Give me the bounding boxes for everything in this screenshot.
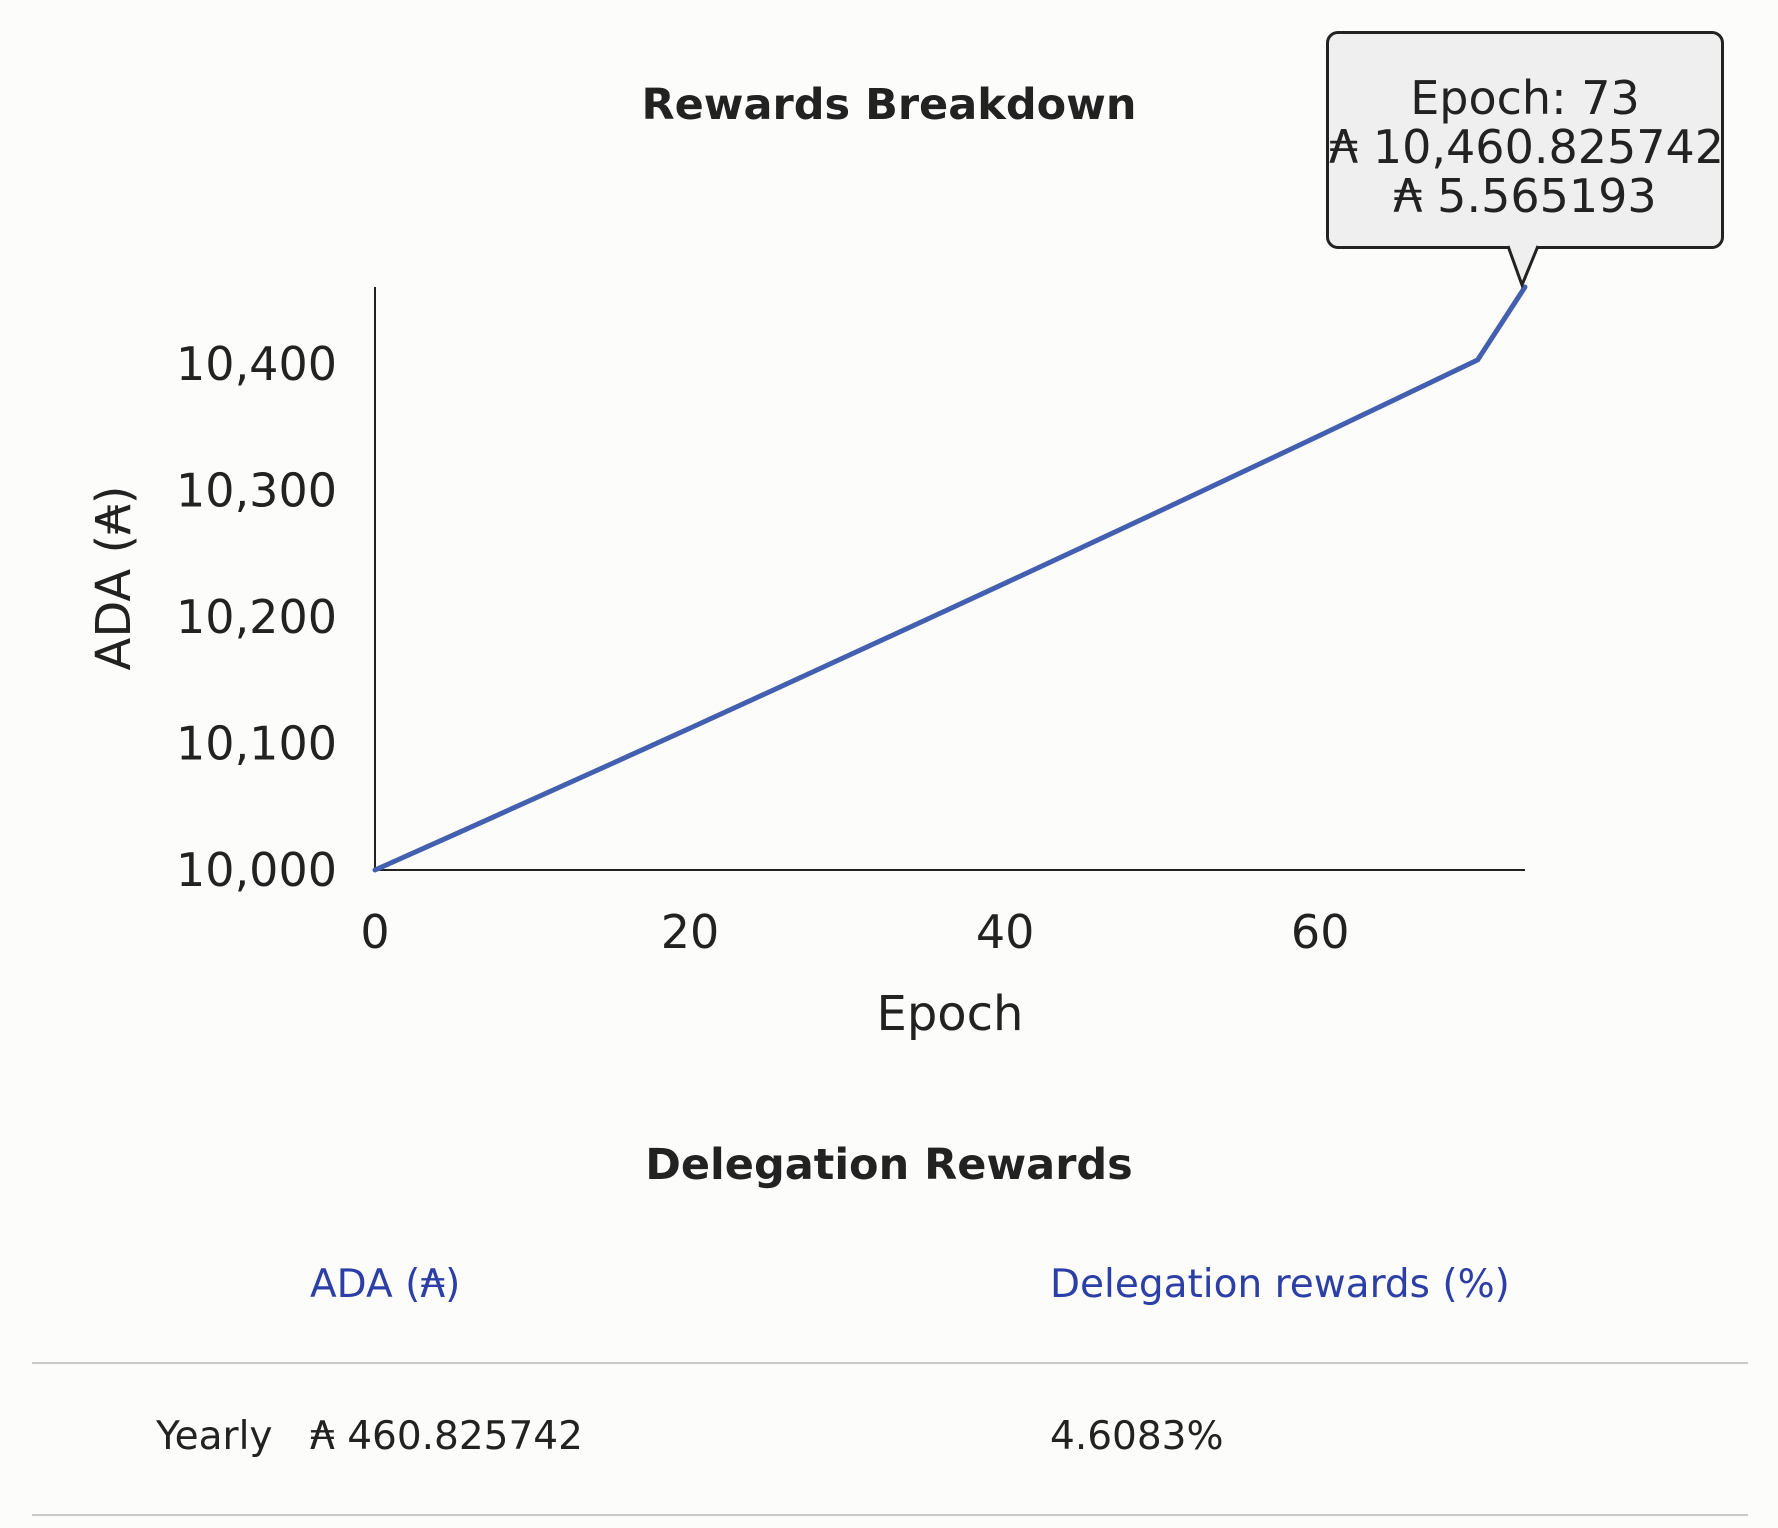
table-header-divider — [32, 1362, 1748, 1364]
x-tick-label: 60 — [1291, 905, 1350, 959]
x-tick-label: 20 — [661, 905, 720, 959]
row-label-yearly: Yearly — [156, 1414, 273, 1459]
y-tick-label: 10,200 — [176, 590, 337, 644]
table-bottom-divider — [32, 1514, 1748, 1516]
x-tick-label: 40 — [976, 905, 1035, 959]
y-tick-label: 10,300 — [176, 463, 337, 517]
row-yearly-percent: 4.6083% — [1050, 1414, 1224, 1459]
tooltip-total-ada: ₳ 10,460.825742 — [1329, 120, 1725, 174]
tooltip-pointer — [1506, 240, 1540, 290]
chart-tooltip: Epoch: 73 ₳ 10,460.825742 ₳ 5.565193 — [1326, 31, 1724, 249]
tooltip-reward-ada: ₳ 5.565193 — [1393, 169, 1657, 223]
rewards-line-chart: 10,000 10,100 10,200 10,300 10,400 0 20 40 60 Epo… — [86, 284, 1528, 1042]
chart-title: Rewards Breakdown — [641, 80, 1137, 130]
row-yearly-ada: ₳ 460.825742 — [310, 1414, 583, 1459]
y-tick-label: 10,100 — [176, 716, 337, 770]
y-tick-label: 10,000 — [176, 843, 337, 897]
x-tick-label: 0 — [360, 905, 389, 959]
delegation-rewards-title: Delegation Rewards — [645, 1140, 1133, 1190]
y-axis-label: ADA (₳) — [86, 485, 142, 670]
series-line — [372, 284, 1528, 873]
tooltip-epoch: Epoch: 73 — [1410, 71, 1640, 125]
y-tick-label: 10,400 — [176, 337, 337, 391]
header-ada: ADA (₳) — [310, 1262, 461, 1307]
x-axis-label: Epoch — [877, 986, 1024, 1042]
header-delegation-rewards-percent: Delegation rewards (%) — [1050, 1262, 1510, 1307]
